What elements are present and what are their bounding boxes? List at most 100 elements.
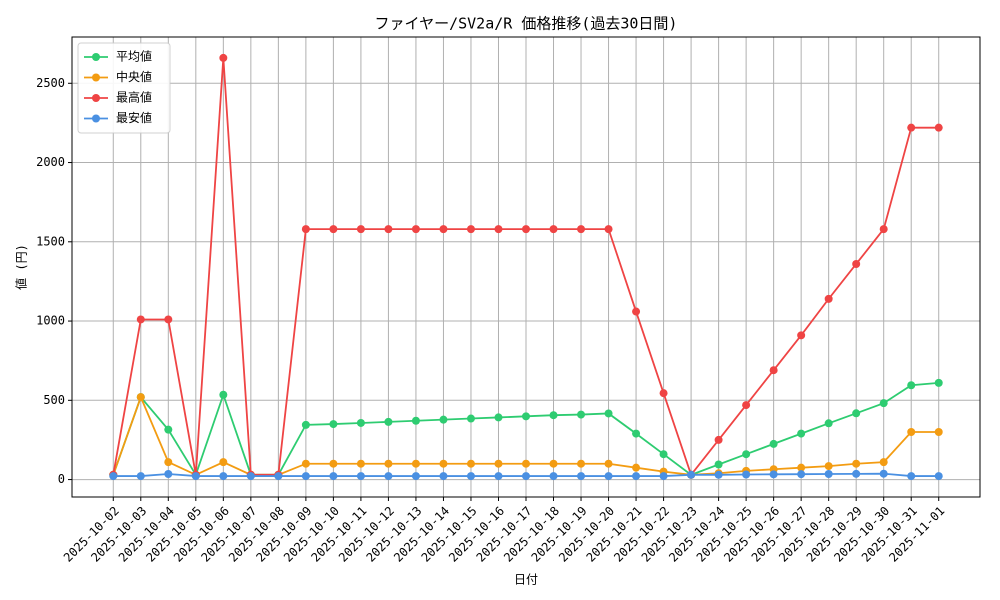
data-point	[604, 409, 613, 418]
data-point	[632, 429, 641, 438]
data-point	[411, 416, 420, 425]
data-point	[632, 472, 641, 481]
y-tick-label: 1000	[36, 314, 65, 328]
data-point	[824, 294, 833, 303]
legend-box	[77, 42, 171, 134]
data-point	[329, 459, 338, 468]
data-point	[136, 315, 145, 324]
legend-marker	[92, 94, 100, 102]
y-tick-label: 2000	[36, 155, 65, 169]
data-point	[797, 463, 806, 472]
y-tick-label: 2500	[36, 76, 65, 90]
data-point	[411, 459, 420, 468]
data-point	[549, 411, 558, 420]
data-point	[466, 459, 475, 468]
data-point	[439, 459, 448, 468]
data-point	[714, 470, 723, 479]
data-point	[824, 419, 833, 428]
data-point	[742, 450, 751, 459]
data-point	[632, 463, 641, 472]
data-point	[577, 472, 586, 481]
data-point	[274, 472, 283, 481]
data-point	[466, 472, 475, 481]
data-point	[439, 472, 448, 481]
data-point	[329, 225, 338, 234]
data-point	[329, 420, 338, 429]
plot-frame	[71, 36, 981, 498]
data-point	[356, 472, 365, 481]
data-point	[494, 413, 503, 422]
data-point	[356, 418, 365, 427]
data-point	[742, 401, 751, 410]
data-point	[494, 472, 503, 481]
data-point	[797, 331, 806, 340]
legend-label: 最安値	[116, 110, 152, 125]
data-point	[164, 470, 173, 479]
data-point	[907, 428, 916, 437]
data-point	[136, 472, 145, 481]
data-point	[219, 472, 228, 481]
data-point	[934, 378, 943, 387]
data-point	[384, 225, 393, 234]
legend-marker	[92, 114, 100, 123]
chart-title: ファイヤー/SV2a/R 価格推移(過去30日間)	[375, 15, 678, 33]
data-point	[549, 225, 558, 234]
y-tick-label: 1500	[36, 234, 65, 248]
data-point	[604, 225, 613, 234]
legend-label: 中央値	[116, 69, 152, 84]
data-point	[879, 225, 888, 234]
data-point	[824, 470, 833, 479]
data-point	[879, 458, 888, 467]
data-point	[384, 459, 393, 468]
data-point	[852, 409, 861, 418]
data-point	[907, 381, 916, 390]
data-point	[522, 225, 530, 234]
data-point	[934, 428, 943, 437]
data-point	[824, 462, 833, 471]
data-point	[742, 470, 751, 479]
data-point	[164, 458, 173, 467]
legend-label: 平均値	[116, 49, 152, 64]
data-point	[411, 225, 420, 234]
data-point	[852, 459, 861, 468]
data-point	[109, 472, 118, 481]
x-axis-label: 日付	[514, 573, 538, 587]
legend-marker	[92, 53, 100, 61]
data-point	[852, 469, 861, 478]
data-point	[136, 393, 145, 402]
data-point	[329, 472, 338, 481]
data-point	[356, 225, 365, 234]
data-point	[301, 472, 310, 481]
data-point	[687, 470, 696, 479]
data-point	[769, 470, 778, 479]
data-point	[714, 435, 723, 444]
data-point	[439, 415, 448, 424]
data-point	[577, 225, 586, 234]
data-point	[301, 459, 310, 468]
data-point	[907, 472, 916, 481]
data-point	[769, 439, 778, 448]
data-point	[411, 472, 420, 481]
data-point	[246, 472, 255, 481]
data-point	[301, 225, 310, 234]
data-point	[439, 225, 448, 234]
data-point	[549, 472, 558, 481]
data-point	[522, 472, 530, 481]
data-point	[879, 469, 888, 478]
data-point	[577, 410, 586, 419]
data-point	[604, 459, 613, 468]
data-point	[659, 389, 668, 398]
data-point	[769, 366, 778, 375]
data-point	[907, 123, 916, 132]
data-point	[219, 53, 228, 62]
data-point	[522, 412, 530, 421]
data-point	[384, 472, 393, 481]
y-tick-label: 500	[43, 393, 65, 407]
data-point	[659, 472, 668, 481]
data-point	[852, 259, 861, 268]
data-point	[301, 420, 310, 429]
legend-label: 最高値	[116, 90, 152, 105]
